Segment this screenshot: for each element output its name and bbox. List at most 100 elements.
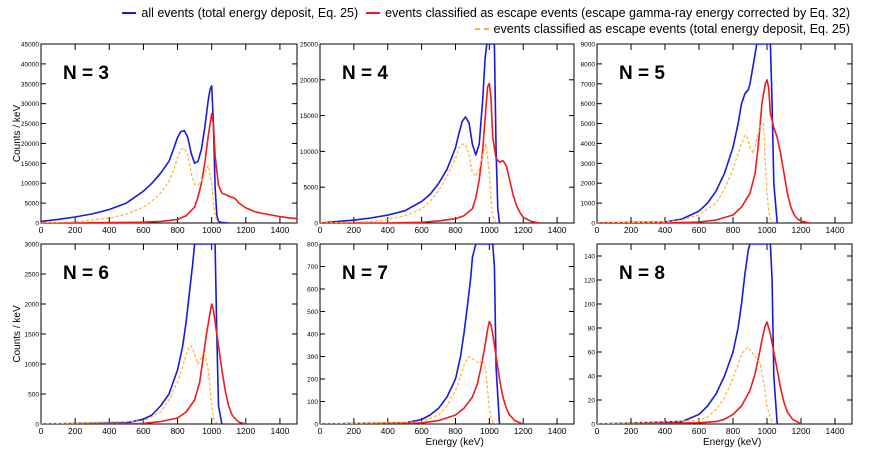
panel-3-xtick-label: 400 [658, 225, 672, 235]
panel-2-title: N = 4 [342, 63, 388, 84]
panel-5-ytick-label: 700 [307, 264, 318, 271]
legend-label-escape-total: events classified as escape events (tota… [493, 22, 850, 36]
panel-5-xtick-label: 0 [318, 426, 323, 436]
legend-swatch-escape-corrected [366, 12, 381, 14]
panel-2-xtick-label: 200 [347, 225, 361, 235]
panel-5-series-escape_corrected [320, 320, 524, 424]
panel-4-series-escape_total [41, 345, 219, 424]
panel-4-ytick-label: 2000 [25, 302, 40, 309]
panel-5-ytick-label: 300 [307, 354, 318, 361]
panel-5-title: N = 7 [342, 263, 388, 284]
panel-3-ytick-label: 2000 [581, 181, 596, 188]
panel-1-ytick-label: 0 [35, 221, 39, 228]
panel-4-xtick-label: 200 [68, 426, 82, 436]
panel-1-xtick-label: 0 [39, 225, 44, 235]
panel-2-xtick-label: 600 [415, 225, 429, 235]
panel-3-ytick-label: 3000 [581, 161, 596, 168]
panel-4-xtick-label: 1400 [270, 426, 289, 436]
panel-6-ytick-label: 60 [588, 350, 596, 357]
panel-5-xlabel: Energy (keV) [425, 437, 483, 448]
panel-5-ytick-label: 0 [314, 422, 318, 429]
panel-2-ytick-label: 0 [314, 221, 318, 228]
panel-4-ytick-label: 3000 [25, 242, 40, 249]
panel-4-title: N = 6 [63, 263, 109, 284]
panel-1-xtick-label: 1200 [236, 225, 255, 235]
panel-6-ytick-label: 120 [584, 278, 595, 285]
panel-3-xtick-label: 0 [595, 225, 600, 235]
panel-5-ytick-label: 500 [307, 309, 318, 316]
panel-2-xtick-label: 400 [381, 225, 395, 235]
panel-1-xtick-label: 200 [68, 225, 82, 235]
panel-4-series-escape_corrected [41, 303, 247, 424]
panel-1-xtick-label: 600 [136, 225, 150, 235]
panel-6-ytick-label: 100 [584, 302, 595, 309]
panel-5-xtick-label: 1000 [480, 426, 499, 436]
legend-row-top: all events (total energy deposit, Eq. 25… [114, 6, 850, 20]
panel-3-xtick-label: 1000 [758, 225, 777, 235]
panel-6-xtick-label: 1400 [826, 426, 845, 436]
panel-1-ytick-label: 25000 [21, 121, 39, 128]
panel-1-frame [40, 43, 298, 224]
panel-1-ytick-label: 30000 [21, 101, 39, 108]
panel-1-ytick-label: 40000 [21, 61, 39, 68]
panel-6-xtick-label: 600 [692, 426, 706, 436]
panel-6-series-all [597, 244, 778, 424]
panel-2-ytick-label: 5000 [304, 185, 319, 192]
panel-4-ylabel: Counts / keV [12, 305, 23, 363]
panel-6-xtick-label: 1200 [792, 426, 811, 436]
panel-1-ytick-label: 35000 [21, 81, 39, 88]
panel-3-series-escape_corrected [597, 79, 810, 223]
panel-5-ytick-label: 800 [307, 242, 318, 249]
panel-6-series-escape_total [597, 346, 775, 424]
panel-2-ytick-label: 10000 [300, 149, 318, 156]
panel-6-xtick-label: 200 [624, 426, 638, 436]
panel-2-series-escape_corrected [320, 82, 541, 223]
panel-1-ytick-label: 5000 [25, 201, 40, 208]
panel-6-ytick-label: 20 [588, 398, 596, 405]
panel-6-series-escape_corrected [597, 321, 802, 424]
panel-3-xtick-label: 1200 [792, 225, 811, 235]
panel-6-xtick-label: 0 [595, 426, 600, 436]
panel-6-xtick-label: 400 [658, 426, 672, 436]
panel-5-ytick-label: 400 [307, 332, 318, 339]
panel-4-ytick-label: 500 [28, 392, 39, 399]
panel-3-ytick-label: 1000 [581, 201, 596, 208]
panel-5-series-escape_total [320, 355, 497, 424]
panel-2-frame [319, 43, 575, 224]
panel-1-ylabel: Counts / keV [12, 105, 23, 163]
panel-3-ytick-label: 0 [591, 221, 595, 228]
panel-2-series-escape_total [320, 143, 497, 223]
panel-3-ytick-label: 7000 [581, 81, 596, 88]
panel-5-xtick-label: 800 [448, 426, 462, 436]
panel-5-xtick-label: 200 [347, 426, 361, 436]
legend-swatch-all [122, 12, 137, 14]
legend-row-bottom: events classified as escape events (tota… [467, 22, 850, 36]
panel-2-ytick-label: 20000 [300, 77, 318, 84]
panel-2-xtick-label: 1200 [514, 225, 533, 235]
panel-3-xtick-label: 600 [692, 225, 706, 235]
panel-5-xtick-label: 600 [415, 426, 429, 436]
panel-6-xtick-label: 800 [726, 426, 740, 436]
panel-4-xtick-label: 800 [170, 426, 184, 436]
panel-6-ytick-label: 140 [584, 254, 595, 261]
panel-6-frame [596, 243, 853, 425]
panel-1-ytick-label: 15000 [21, 161, 39, 168]
panel-2-series-all [320, 44, 501, 223]
panel-2-ytick-label: 15000 [300, 113, 318, 120]
panel-3-xtick-label: 200 [624, 225, 638, 235]
panel-3-ytick-label: 6000 [581, 101, 596, 108]
panel-5-ytick-label: 200 [307, 377, 318, 384]
panel-4-xtick-label: 600 [136, 426, 150, 436]
panel-1-ytick-label: 10000 [21, 181, 39, 188]
panel-4-xtick-label: 1000 [202, 426, 221, 436]
panel-4-series-all [41, 244, 223, 424]
panel-6-title: N = 8 [619, 263, 665, 284]
panel-6-ytick-label: 40 [588, 374, 596, 381]
panel-6-ytick-label: 0 [591, 422, 595, 429]
panel-4-ytick-label: 1000 [25, 362, 40, 369]
panel-2-xtick-label: 1000 [480, 225, 499, 235]
panel-1-series-escape_corrected [41, 112, 297, 223]
panel-3-xtick-label: 800 [726, 225, 740, 235]
panel-6-xtick-label: 1000 [758, 426, 777, 436]
panel-3-ytick-label: 4000 [581, 141, 596, 148]
